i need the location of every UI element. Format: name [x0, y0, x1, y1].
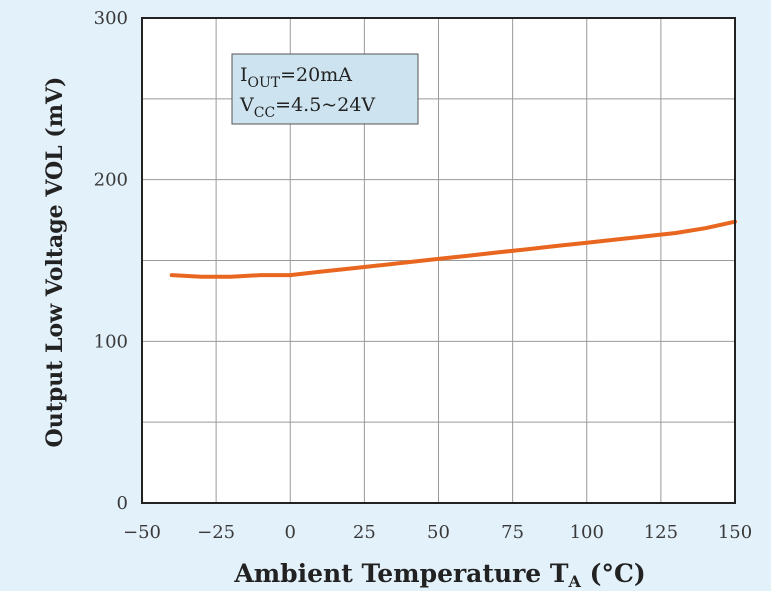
x-tick-label: 25: [353, 522, 376, 543]
x-axis-title-symbol: T: [550, 559, 569, 588]
x-tick-label: 150: [718, 522, 752, 543]
series-line: [169, 219, 737, 279]
x-tick-label: −25: [197, 522, 235, 543]
y-tick-label: 100: [94, 331, 128, 352]
x-tick-label: 50: [427, 522, 450, 543]
x-tick-label: 0: [285, 522, 296, 543]
annotation-line2-main: V: [239, 94, 254, 116]
x-tick-label: 125: [644, 522, 678, 543]
x-axis-title-main: Ambient Temperature: [233, 559, 541, 588]
annotation-line1-sub: OUT: [248, 75, 281, 91]
y-tick-label: 200: [94, 170, 128, 191]
x-tick-label: 75: [501, 522, 524, 543]
annotation-line-1: IOUT=20mA: [240, 64, 352, 91]
x-tick-label: 100: [570, 522, 604, 543]
y-tick-label: 0: [117, 493, 128, 514]
annotation-line-2: VCC=4.5~24V: [239, 94, 375, 121]
annotation-line2-sub: CC: [254, 105, 275, 121]
annotation-line1-rest: =20mA: [280, 64, 352, 86]
x-axis-title-subscript: A: [567, 572, 581, 591]
y-axis-title: Output Low Voltage VOL (mV): [42, 77, 68, 448]
x-tick-label: −50: [123, 522, 161, 543]
y-tick-labels: 0 100 200 300: [94, 8, 128, 514]
x-axis-title: Ambient Temperature TA (°C): [233, 559, 645, 591]
annotation-line1-main: I: [240, 64, 248, 86]
x-axis-title-unit: (°C): [590, 559, 646, 588]
x-tick-labels: −50 −25 0 25 50 75 100 125 150: [123, 522, 752, 543]
y-tick-label: 300: [94, 8, 128, 29]
plot-frame: [141, 17, 736, 504]
series-group: [169, 219, 737, 279]
annotation-box: IOUT=20mA VCC=4.5~24V: [231, 53, 419, 125]
annotation-line2-rest: =4.5~24V: [275, 94, 375, 116]
